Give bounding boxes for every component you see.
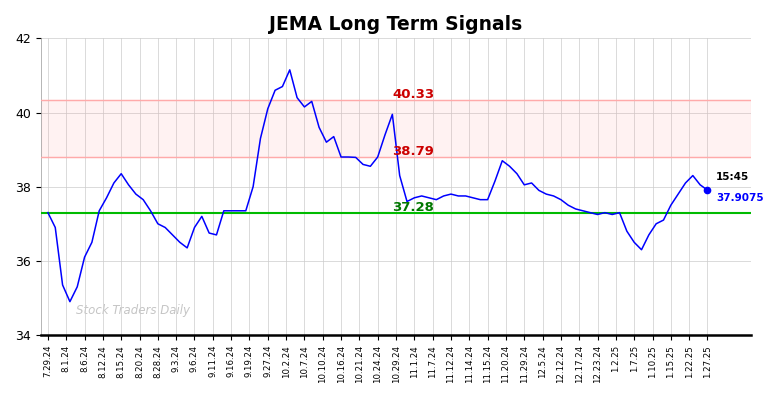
Text: 40.33: 40.33 — [392, 88, 434, 101]
Text: 37.9075: 37.9075 — [717, 193, 764, 203]
Text: Stock Traders Daily: Stock Traders Daily — [76, 304, 191, 317]
Text: 38.79: 38.79 — [392, 145, 434, 158]
Bar — [41, 100, 751, 157]
Text: 15:45: 15:45 — [717, 172, 750, 182]
Text: 37.28: 37.28 — [392, 201, 434, 214]
Title: JEMA Long Term Signals: JEMA Long Term Signals — [270, 15, 523, 34]
